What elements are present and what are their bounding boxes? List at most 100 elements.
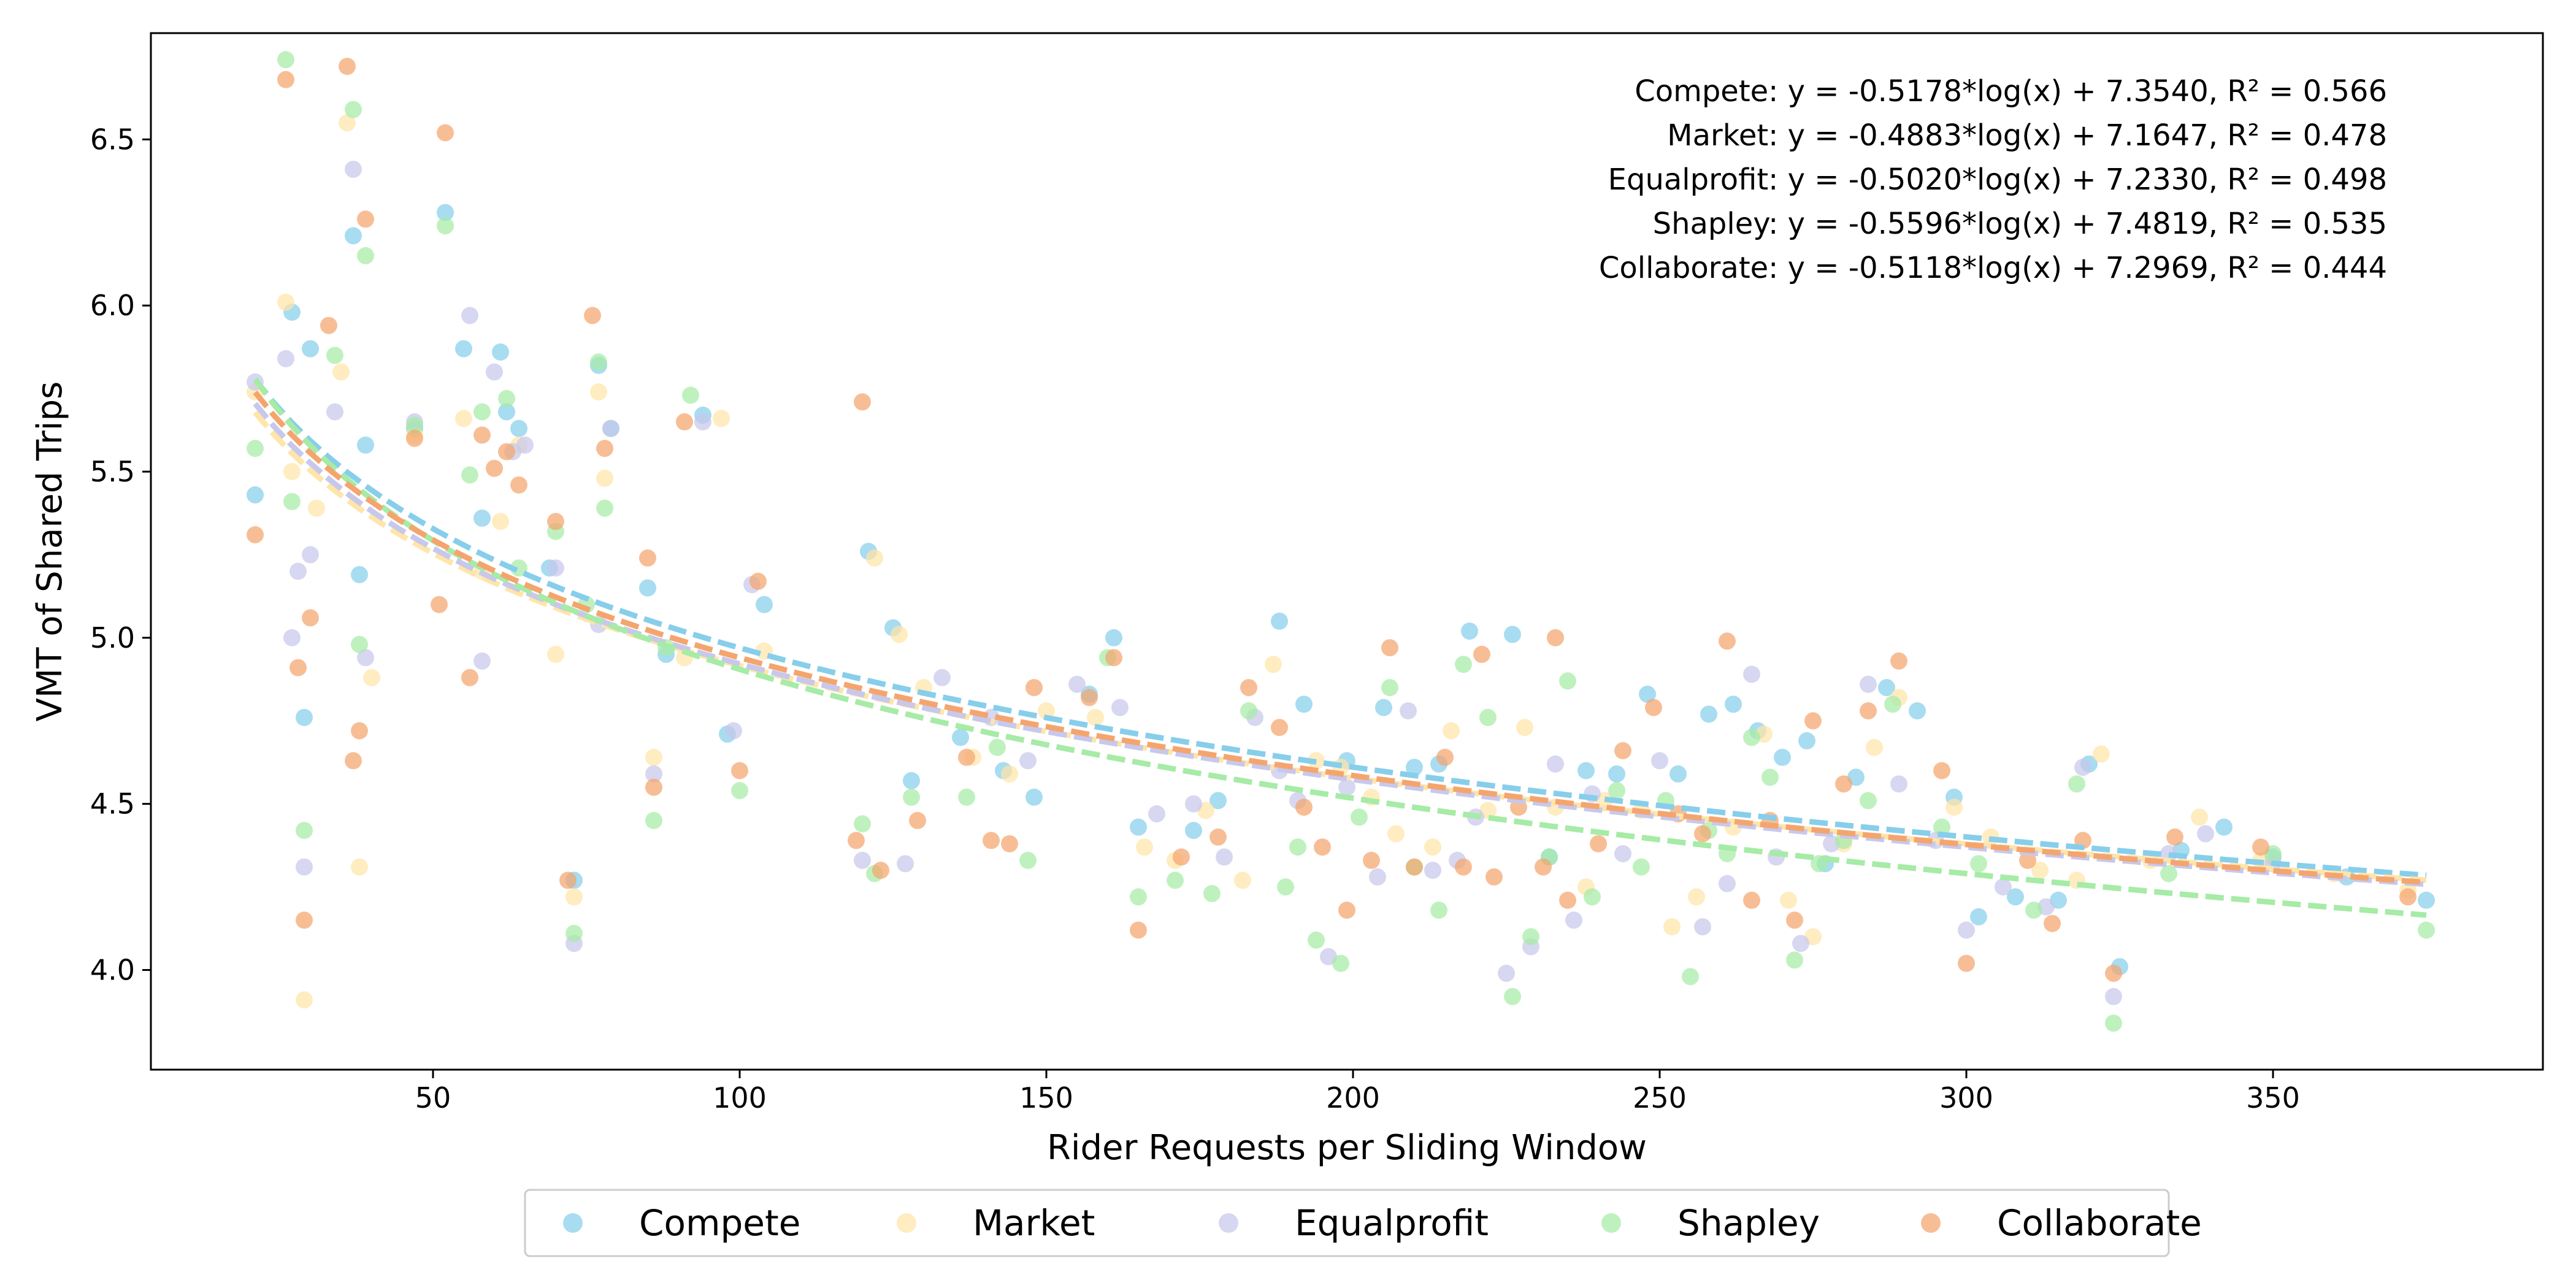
collaborate-point (357, 210, 374, 228)
collaborate-point (1804, 712, 1822, 730)
market-point (1663, 918, 1681, 936)
compete-point (1774, 748, 1791, 766)
compete-point (1105, 629, 1122, 646)
collaborate-point (1835, 775, 1852, 793)
shapley-point (1277, 878, 1294, 896)
shapley-point (903, 788, 920, 806)
compete-point (1577, 762, 1595, 780)
equalprofit-point (854, 851, 871, 869)
compete-point (345, 227, 362, 245)
equalprofit-point (1565, 911, 1582, 929)
compete-point (1878, 679, 1895, 697)
compete-point (1798, 732, 1815, 749)
equalprofit-point (645, 765, 662, 783)
compete-point (1608, 765, 1625, 783)
equalprofit-point (1498, 964, 1515, 982)
shapley-fit-line (253, 377, 2427, 918)
shapley-point (1130, 888, 1147, 906)
collaborate-point (1455, 858, 1472, 876)
equalprofit-point (461, 307, 478, 324)
collaborate-point (2399, 888, 2417, 906)
market-point (351, 858, 368, 876)
legend-market-marker (897, 1213, 916, 1233)
collaborate-point (277, 71, 294, 88)
equalprofit-point (725, 722, 742, 740)
market-point (296, 991, 313, 1009)
collaborate-point (1338, 902, 1355, 919)
equalprofit-point (1019, 752, 1037, 770)
market-point (1424, 838, 1441, 856)
shapley-point (2025, 902, 2042, 919)
collaborate-point (431, 596, 448, 613)
equalprofit-point (345, 161, 362, 178)
collaborate-point (731, 762, 748, 780)
equalprofit-point (1743, 665, 1760, 683)
market-point (363, 669, 380, 686)
market-point (1866, 738, 1883, 756)
equalprofit-point (1068, 675, 1086, 693)
equalprofit-point (694, 413, 711, 431)
shapley-point (351, 635, 368, 653)
legend-market-label: Market (973, 1202, 1095, 1244)
collaborate-point (345, 752, 362, 770)
compete-point (1700, 705, 1717, 723)
compete-point (1130, 818, 1147, 836)
legend-equalprofit-marker (1219, 1213, 1238, 1233)
collaborate-point (339, 58, 356, 75)
shapley-point (461, 466, 478, 484)
y-tick-label: 5.5 (90, 455, 135, 488)
legend-collaborate-label: Collaborate (1997, 1202, 2202, 1244)
collaborate-point (1363, 851, 1380, 869)
shapley-point (682, 386, 699, 404)
market-point (1443, 722, 1460, 740)
equalprofit-point (1792, 935, 1809, 953)
shapley-point (596, 499, 613, 517)
shapley-point (2105, 1014, 2122, 1032)
equalprofit-point (1890, 775, 1907, 793)
collaborate-point (596, 440, 613, 458)
collaborate-point (547, 513, 564, 531)
market-point (596, 469, 613, 487)
legend-shapley-label: Shapley (1677, 1202, 1820, 1244)
collaborate-point (1719, 632, 1736, 650)
collaborate-point (1381, 639, 1398, 657)
equalprofit-point (1614, 845, 1631, 862)
shapley-point (510, 559, 527, 577)
shapley-point (283, 493, 301, 510)
collaborate-point (848, 832, 865, 849)
compete-point (1209, 792, 1227, 810)
collaborate-point (958, 748, 975, 766)
x-tick-label: 50 (415, 1081, 451, 1114)
compete-point (1375, 699, 1392, 716)
shapley-point (1430, 902, 1447, 919)
collaborate-point (676, 413, 693, 431)
shapley-point (565, 924, 583, 942)
market-point (713, 410, 730, 427)
x-tick-label: 300 (1939, 1081, 1993, 1114)
x-tick-label: 350 (2246, 1081, 2300, 1114)
compete-point (2007, 888, 2024, 906)
compete-point (296, 708, 313, 726)
equalprofit-point (1651, 752, 1668, 770)
shapley-point (1761, 769, 1779, 786)
compete-point (498, 403, 515, 421)
x-tick-label: 200 (1326, 1081, 1380, 1114)
market-point (1087, 708, 1104, 726)
collaborate-point (645, 778, 662, 796)
shapley-point (1381, 679, 1398, 697)
x-axis-ticks: 50 100 150 200 250 300 350 (415, 1070, 2300, 1114)
collaborate-point (1933, 762, 1950, 780)
shapley-point (1479, 708, 1497, 726)
collaborate-point (1786, 911, 1803, 929)
shapley-point (1608, 782, 1625, 799)
market-point (339, 114, 356, 132)
y-axis-label: VMT of Shared Trips (30, 381, 70, 722)
equalprofit-point (1860, 675, 1877, 693)
market-point (866, 549, 883, 567)
market-point (1001, 765, 1018, 783)
shapley-point (645, 811, 662, 829)
shapley-point (1884, 696, 1901, 713)
collaborate-point (1209, 828, 1227, 846)
market-point (590, 383, 607, 401)
equalprofit-point (516, 436, 534, 454)
